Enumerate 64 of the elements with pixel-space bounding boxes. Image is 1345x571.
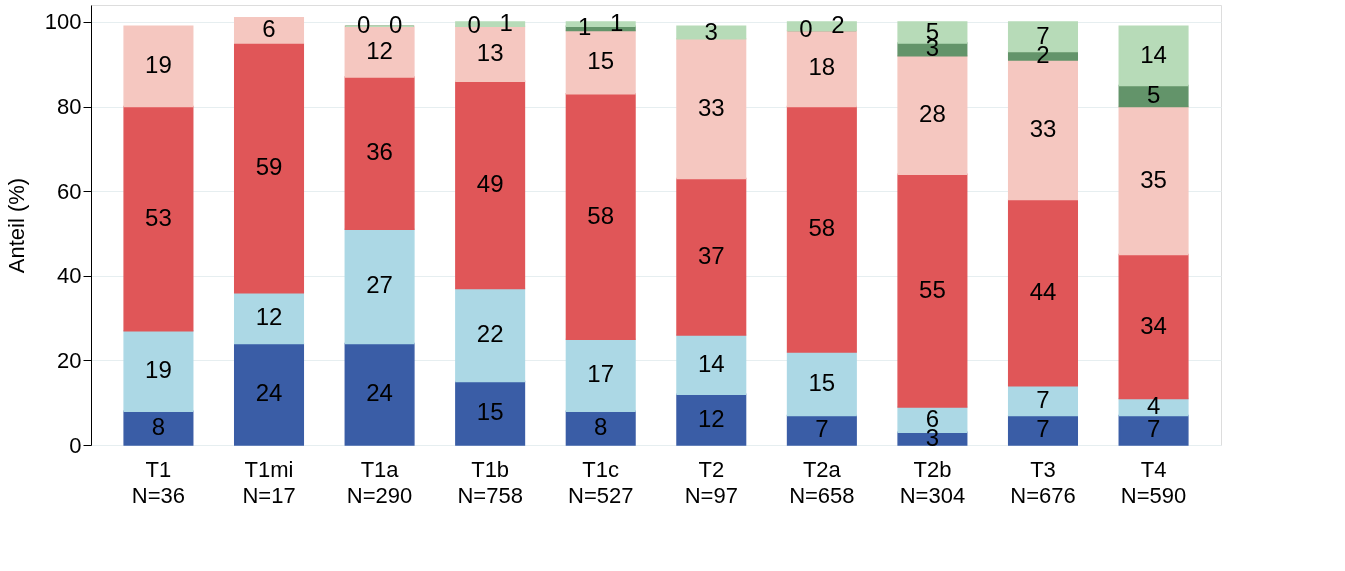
y-tick-label: 100: [44, 9, 82, 35]
data-label: 8: [594, 413, 608, 441]
y-axis-title: Anteil (%): [3, 177, 29, 274]
data-label: 0: [799, 15, 813, 43]
data-label: 19: [145, 355, 172, 383]
data-label: 27: [366, 271, 393, 299]
data-label: 7: [1036, 415, 1050, 443]
data-label: 1: [610, 9, 624, 37]
data-label: 36: [366, 138, 393, 166]
data-label: 33: [697, 93, 725, 121]
y-tick-label: 80: [57, 94, 82, 120]
data-label: 24: [366, 379, 393, 407]
y-tick-label: 20: [57, 347, 82, 373]
data-label: 49: [476, 169, 504, 197]
data-label: 3: [704, 17, 718, 45]
data-label: 34: [1140, 311, 1167, 339]
data-label: 12: [366, 36, 393, 64]
x-tick-label: T2b N=304: [899, 456, 966, 508]
data-label: 12: [697, 404, 725, 432]
data-label: 53: [145, 203, 172, 231]
data-label: 5: [1146, 80, 1161, 108]
data-label: 0: [356, 11, 371, 39]
data-label: 17: [587, 360, 615, 388]
data-label: 58: [587, 201, 615, 229]
data-label: 14: [697, 349, 725, 377]
data-label: 33: [1029, 114, 1057, 142]
data-label: 14: [1140, 40, 1167, 68]
data-label: 37: [697, 241, 725, 269]
x-tick-label: T1a N=290: [346, 456, 413, 508]
data-label: 6: [262, 15, 276, 43]
data-label: 55: [919, 275, 946, 303]
data-label: 28: [919, 100, 946, 127]
data-label: 18: [808, 53, 836, 81]
data-label: 58: [808, 214, 836, 242]
x-tick-label: T1 N=36: [131, 456, 186, 508]
y-tick-label: 0: [69, 432, 82, 458]
data-label: 15: [808, 368, 836, 396]
x-tick-label: T3 N=676: [1010, 456, 1076, 508]
data-label: 0: [388, 11, 403, 39]
data-label: 12: [255, 303, 283, 331]
y-tick-label: 60: [57, 178, 82, 204]
x-tick-label: T1b N=758: [457, 456, 523, 508]
data-label: 35: [1140, 165, 1167, 193]
data-label: 8: [151, 413, 166, 441]
data-label: 15: [476, 398, 504, 426]
y-tick-label: 40: [57, 263, 82, 289]
data-label: 19: [145, 51, 172, 79]
x-tick-label: T4 N=590: [1120, 456, 1187, 508]
data-label: 24: [255, 379, 283, 407]
data-label: 1: [499, 9, 513, 37]
data-label: 13: [476, 38, 504, 66]
data-label: 0: [467, 11, 481, 39]
data-label: 59: [255, 152, 283, 180]
data-label: 7: [1036, 385, 1050, 413]
x-tick-label: T1mi N=17: [242, 456, 296, 508]
x-tick-label: T2a N=658: [789, 456, 855, 508]
data-label: 15: [587, 47, 615, 75]
x-tick-label: T2 N=97: [684, 456, 738, 508]
x-tick-label: T1c N=527: [567, 456, 634, 508]
data-label: 44: [1029, 277, 1057, 305]
data-label: 22: [476, 320, 504, 347]
data-label: 2: [831, 11, 845, 39]
data-label: 1: [578, 13, 592, 41]
data-label: 7: [815, 415, 829, 443]
